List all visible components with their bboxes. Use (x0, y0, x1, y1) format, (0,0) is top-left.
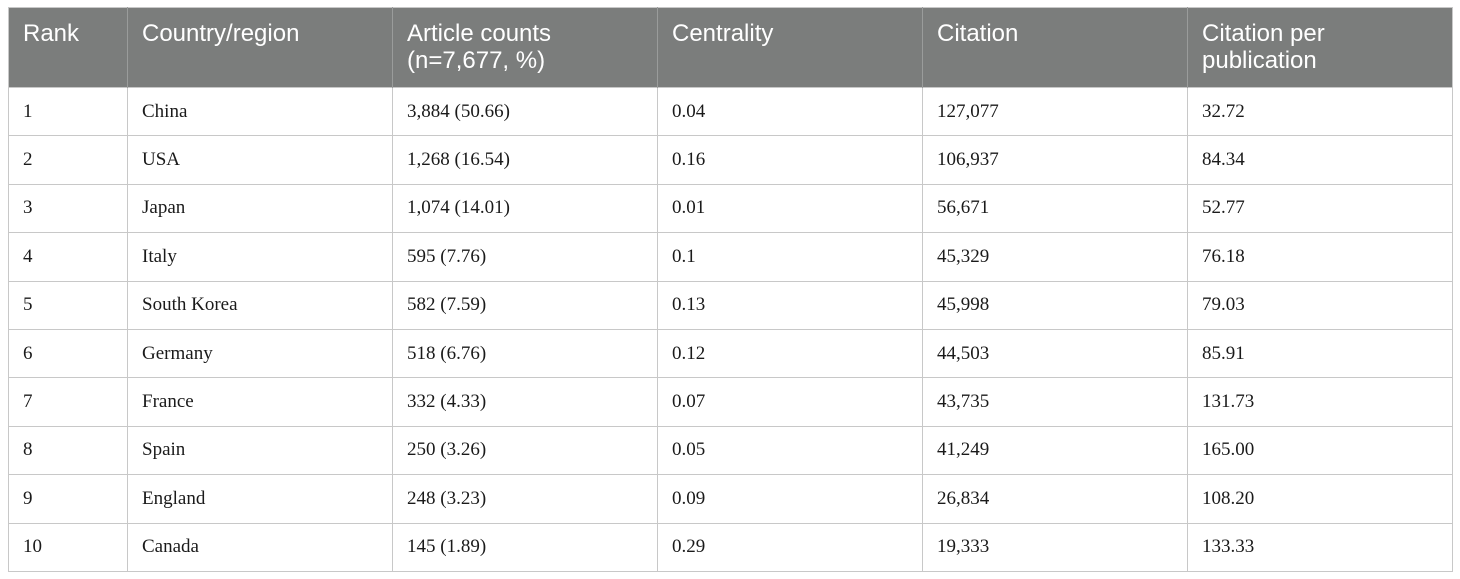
cell-article-counts: 145 (1.89) (392, 522, 658, 572)
cell-citation-per-publication: 32.72 (1187, 86, 1453, 137)
cell-centrality: 0.29 (657, 522, 923, 572)
cell-citation-per-publication: 76.18 (1187, 232, 1453, 282)
cell-citation-per-publication: 165.00 (1187, 425, 1453, 476)
cell-citation: 45,329 (922, 232, 1188, 282)
cell-rank: 6 (8, 328, 128, 379)
cell-rank: 2 (8, 135, 128, 185)
cell-article-counts: 1,268 (16.54) (392, 135, 658, 185)
cell-article-counts: 3,884 (50.66) (392, 86, 658, 137)
cell-country: South Korea (127, 280, 393, 330)
cell-country: China (127, 86, 393, 137)
cell-citation: 127,077 (922, 86, 1188, 137)
cell-citation: 45,998 (922, 280, 1188, 330)
cell-citation-per-publication: 133.33 (1187, 522, 1453, 572)
table-row: 7 France 332 (4.33) 0.07 43,735 131.73 (8, 377, 1453, 427)
cell-rank: 7 (8, 377, 128, 427)
table-row: 10 Canada 145 (1.89) 0.29 19,333 133.33 (8, 522, 1453, 572)
cell-centrality: 0.1 (657, 232, 923, 282)
cell-rank: 9 (8, 474, 128, 524)
cell-centrality: 0.16 (657, 135, 923, 185)
cell-rank: 8 (8, 425, 128, 476)
table-header-row: Rank Country/region Article counts (n=7,… (8, 7, 1453, 88)
cell-article-counts: 595 (7.76) (392, 232, 658, 282)
cell-article-counts: 518 (6.76) (392, 328, 658, 379)
cell-citation: 106,937 (922, 135, 1188, 185)
cell-citation-per-publication: 52.77 (1187, 183, 1453, 234)
cell-article-counts: 582 (7.59) (392, 280, 658, 330)
cell-citation: 43,735 (922, 377, 1188, 427)
cell-country: Canada (127, 522, 393, 572)
cell-citation-per-publication: 131.73 (1187, 377, 1453, 427)
cell-country: USA (127, 135, 393, 185)
header-centrality: Centrality (657, 7, 923, 88)
table-row: 9 England 248 (3.23) 0.09 26,834 108.20 (8, 474, 1453, 524)
header-article-counts: Article counts (n=7,677, %) (392, 7, 658, 88)
cell-rank: 4 (8, 232, 128, 282)
header-country-region: Country/region (127, 7, 393, 88)
cell-citation: 41,249 (922, 425, 1188, 476)
cell-country: Italy (127, 232, 393, 282)
table-row: 8 Spain 250 (3.26) 0.05 41,249 165.00 (8, 425, 1453, 476)
cell-article-counts: 250 (3.26) (392, 425, 658, 476)
cell-citation: 19,333 (922, 522, 1188, 572)
header-rank: Rank (8, 7, 128, 88)
table-row: 3 Japan 1,074 (14.01) 0.01 56,671 52.77 (8, 183, 1453, 234)
country-table: Rank Country/region Article counts (n=7,… (8, 7, 1453, 572)
cell-article-counts: 1,074 (14.01) (392, 183, 658, 234)
table-row: 6 Germany 518 (6.76) 0.12 44,503 85.91 (8, 328, 1453, 379)
cell-rank: 10 (8, 522, 128, 572)
country-table-container: Rank Country/region Article counts (n=7,… (8, 7, 1453, 572)
cell-citation-per-publication: 79.03 (1187, 280, 1453, 330)
table-row: 4 Italy 595 (7.76) 0.1 45,329 76.18 (8, 232, 1453, 282)
cell-country: Spain (127, 425, 393, 476)
cell-centrality: 0.09 (657, 474, 923, 524)
cell-centrality: 0.05 (657, 425, 923, 476)
cell-citation-per-publication: 84.34 (1187, 135, 1453, 185)
header-citation-per-publication: Citation per publication (1187, 7, 1453, 88)
cell-rank: 5 (8, 280, 128, 330)
cell-article-counts: 332 (4.33) (392, 377, 658, 427)
cell-citation: 26,834 (922, 474, 1188, 524)
header-citation: Citation (922, 7, 1188, 88)
cell-citation: 44,503 (922, 328, 1188, 379)
cell-country: England (127, 474, 393, 524)
cell-country: France (127, 377, 393, 427)
cell-centrality: 0.13 (657, 280, 923, 330)
cell-citation-per-publication: 108.20 (1187, 474, 1453, 524)
cell-rank: 3 (8, 183, 128, 234)
cell-country: Japan (127, 183, 393, 234)
cell-citation-per-publication: 85.91 (1187, 328, 1453, 379)
cell-country: Germany (127, 328, 393, 379)
cell-centrality: 0.04 (657, 86, 923, 137)
cell-citation: 56,671 (922, 183, 1188, 234)
cell-rank: 1 (8, 86, 128, 137)
cell-article-counts: 248 (3.23) (392, 474, 658, 524)
table-row: 1 China 3,884 (50.66) 0.04 127,077 32.72 (8, 86, 1453, 137)
table-row: 5 South Korea 582 (7.59) 0.13 45,998 79.… (8, 280, 1453, 330)
cell-centrality: 0.12 (657, 328, 923, 379)
cell-centrality: 0.07 (657, 377, 923, 427)
cell-centrality: 0.01 (657, 183, 923, 234)
table-row: 2 USA 1,268 (16.54) 0.16 106,937 84.34 (8, 135, 1453, 185)
